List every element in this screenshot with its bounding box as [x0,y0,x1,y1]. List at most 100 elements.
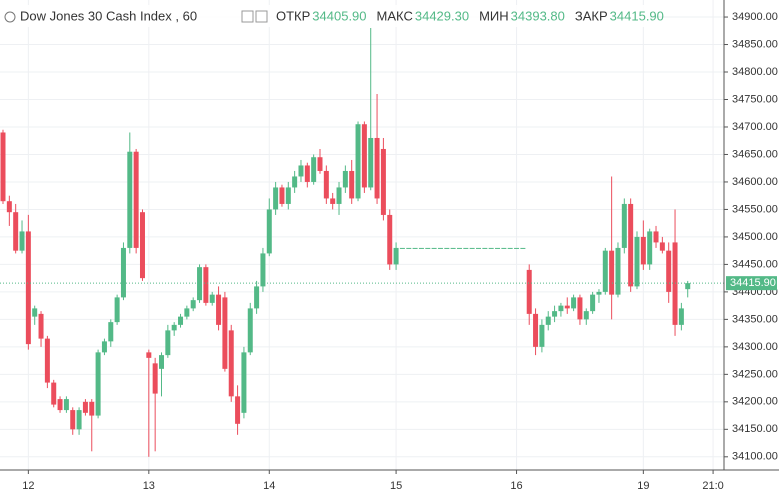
candle-body [336,187,342,204]
candle-body [95,352,101,416]
legend-label: ЗАКР [575,8,608,23]
y-tick-label: 34550.00 [732,203,778,215]
candle-body [596,291,602,295]
candle-body [266,209,272,254]
candle-body [101,341,107,353]
candle-body [70,410,76,430]
candle-body [311,157,317,182]
candle-body [330,198,336,204]
candle-body [51,382,57,405]
y-tick-label: 34650.00 [732,148,778,160]
candle-body [216,294,222,325]
legend-label: ОТКР [276,8,310,23]
header: Dow Jones 30 Cash Index , 60 ОТКР 34405.9… [0,5,664,27]
y-tick-label: 34150.00 [732,423,778,435]
candle-body [44,338,50,383]
candle-body [659,242,665,251]
candle-body [165,330,171,356]
legend-value: 34405.90 [312,8,366,23]
candle-body [444,247,450,249]
candle-body [19,231,25,251]
candle-body [349,170,355,199]
candle-body [203,267,209,303]
candle-body [520,247,526,249]
candle-body [57,399,63,411]
candle-body [456,247,462,249]
y-tick-label: 34350.00 [732,313,778,325]
candle-body [222,297,228,369]
y-tick-label: 34850.00 [732,38,778,50]
candle-body [184,308,190,317]
candle-body [76,410,82,430]
y-tick-label: 34500.00 [732,231,778,243]
candle-body [437,247,443,249]
x-tick-label: 15 [390,480,402,492]
y-tick-label: 34250.00 [732,368,778,380]
x-tick-label: 14 [263,480,275,492]
candle-body [114,297,120,323]
candle-body [139,212,145,279]
y-tick-label: 34900.00 [732,11,778,23]
candle-body [178,316,184,325]
x-tick-label: 21:0 [702,480,723,492]
candle-body [387,214,393,265]
candles [0,28,724,457]
candle-body [507,247,513,249]
candle-body [501,247,507,249]
y-tick-label: 34450.00 [732,258,778,270]
candle-body [374,137,380,199]
candle-body [0,132,6,202]
candle-body [545,316,551,325]
y-tick-label: 34300.00 [732,341,778,353]
candle-body [317,157,323,171]
candle-body [514,247,520,249]
candle-body [564,305,570,309]
legend-value: 34429.30 [415,8,469,23]
candle-body [666,250,672,292]
candle-body [38,313,44,339]
candle-body [634,236,640,287]
candle-body [25,231,31,345]
legend-label: МАКС [377,8,413,23]
candle-body [355,124,361,199]
candle-body [393,247,399,265]
candle-body [495,247,501,249]
candle-body [609,250,615,295]
candle-body [615,247,621,295]
candle-body [418,247,424,249]
candle-body [571,297,577,309]
candle-body [6,201,12,213]
eye-button[interactable] [241,10,254,23]
last-price-box [726,276,777,291]
candle-body [678,308,684,325]
candle-body [228,330,234,397]
y-tick-label: 34600.00 [732,176,778,188]
settings-button[interactable] [255,10,268,23]
candle-body [190,300,196,309]
candle-body [285,187,291,204]
candle-body [583,311,589,320]
candle-body [127,151,133,248]
y-tick-label: 34800.00 [732,66,778,78]
symbol-icon[interactable] [4,11,16,23]
candle-body [602,250,608,292]
candle-body [526,269,532,314]
candle-body [590,294,596,312]
candle-body [89,401,95,416]
candle-body [260,253,266,287]
candle-body [209,294,215,303]
candle-body [406,247,412,249]
candle-body [368,137,374,188]
axes: 34100.00 34150.00 34200.00 34250.00 34300.00… [22,11,778,492]
candle-body [133,151,139,248]
ohlc-legend: ОТКР 34405.90 МАКС 34429.30 МИН 34393.80 ЗАКР 3… [276,8,664,23]
candle-body [640,236,646,265]
candle-body [469,247,475,249]
chart-title: Dow Jones 30 Cash Index , 60 [20,8,197,23]
candle-body [146,352,152,358]
candle-body [653,231,659,243]
candle-body [159,355,164,369]
candle-body [425,247,431,249]
candle-body [247,308,253,353]
